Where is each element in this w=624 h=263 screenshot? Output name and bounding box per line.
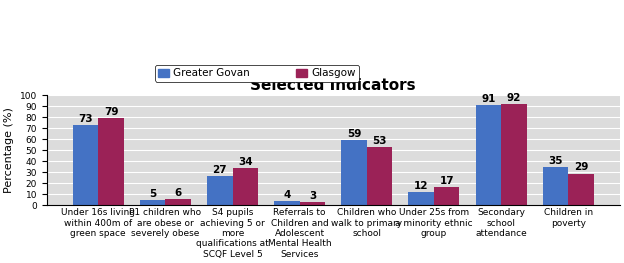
Text: 34: 34 — [238, 157, 253, 167]
Legend: Greater Govan, Glasgow: Greater Govan, Glasgow — [155, 65, 359, 82]
Bar — [501, 104, 527, 205]
Text: 4: 4 — [283, 190, 291, 200]
Text: 59: 59 — [347, 129, 361, 139]
Text: 6: 6 — [175, 188, 182, 198]
Bar — [568, 174, 594, 205]
Bar — [98, 118, 124, 205]
Bar — [475, 105, 501, 205]
Bar — [233, 168, 258, 205]
Bar — [367, 147, 392, 205]
Text: 12: 12 — [414, 181, 429, 191]
Text: 35: 35 — [548, 156, 563, 166]
Text: 5: 5 — [149, 189, 156, 199]
Text: 79: 79 — [104, 107, 119, 117]
Text: 17: 17 — [439, 176, 454, 186]
Bar — [207, 176, 233, 205]
Text: 3: 3 — [309, 191, 316, 201]
Bar — [300, 202, 325, 205]
Title: Selected Indicators: Selected Indicators — [250, 78, 416, 93]
Bar — [543, 167, 568, 205]
Bar — [73, 125, 98, 205]
Text: 92: 92 — [507, 93, 521, 103]
Y-axis label: Percentage (%): Percentage (%) — [4, 108, 14, 193]
Bar — [434, 187, 459, 205]
Text: 91: 91 — [481, 94, 495, 104]
Bar — [274, 201, 300, 205]
Bar — [165, 199, 191, 205]
Text: 73: 73 — [78, 114, 93, 124]
Text: 29: 29 — [574, 163, 588, 173]
Text: 53: 53 — [373, 136, 387, 146]
Bar — [409, 192, 434, 205]
Bar — [341, 140, 367, 205]
Bar — [140, 200, 165, 205]
Text: 27: 27 — [213, 165, 227, 175]
